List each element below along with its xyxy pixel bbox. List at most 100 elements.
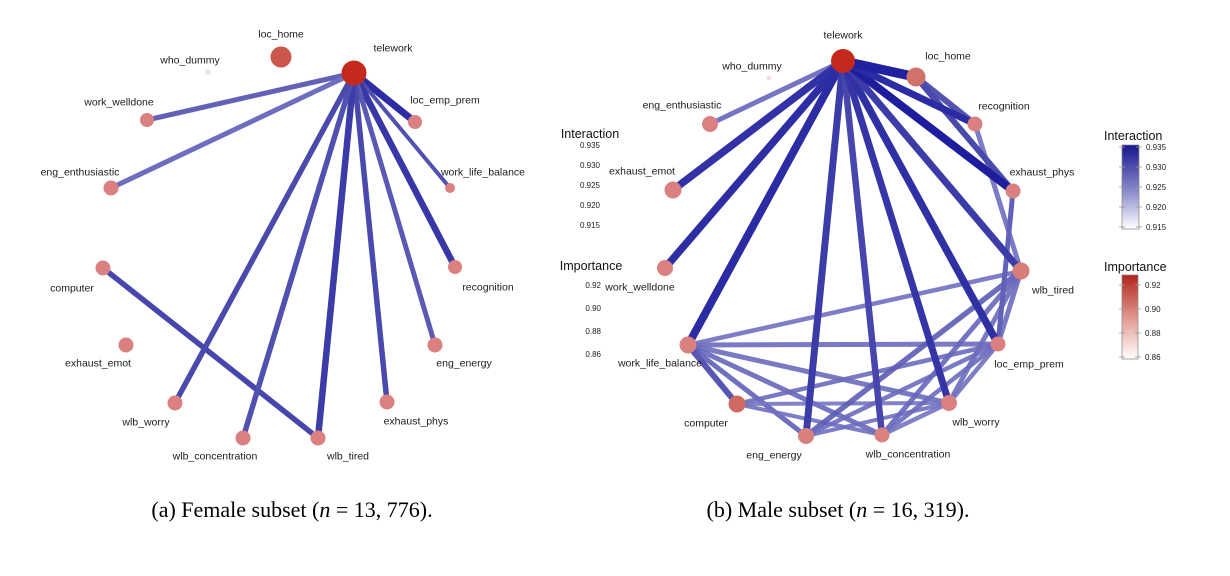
- legend-b-importance-tick: 0.86: [1145, 353, 1161, 362]
- edge-computer-loc_emp_prem: [734, 341, 1001, 407]
- node-exhaust_emot: [664, 181, 682, 199]
- node-label-who_dummy: who_dummy: [721, 61, 782, 73]
- edge-telework-wlb_concentration: [240, 70, 357, 441]
- edge-wlb_concentration-loc_emp_prem: [879, 341, 1001, 438]
- edge-wlb_worry-loc_emp_prem: [946, 341, 1001, 406]
- node-label-recognition: recognition: [978, 101, 1030, 113]
- edge-telework-eng_enthusiastic: [108, 70, 357, 191]
- node-eng_enthusiastic: [702, 116, 718, 132]
- node-recognition: [967, 116, 983, 132]
- legend-b-importance-tick: 0.92: [1145, 281, 1161, 290]
- node-recognition: [448, 260, 462, 274]
- edge-telework-work_welldone: [144, 70, 357, 123]
- node-label-recognition: recognition: [462, 282, 514, 294]
- node-label-eng_energy: eng_energy: [436, 358, 492, 370]
- panels-root: teleworkloc_homewho_dummywork_welldoneen…: [41, 29, 1075, 463]
- node-wlb_tired: [310, 430, 326, 446]
- node-label-loc_emp_prem: loc_emp_prem: [410, 95, 480, 107]
- node-loc_home: [270, 46, 292, 68]
- edge-telework-recognition: [350, 69, 459, 271]
- node-exhaust_emot: [118, 337, 134, 353]
- node-wlb_concentration: [874, 427, 890, 443]
- caption-a-var: n: [319, 497, 331, 522]
- edge-telework-wlb_tired: [839, 57, 1025, 275]
- legend-b-interaction-tick: 0.930: [1146, 163, 1167, 172]
- caption-b-var: n: [856, 497, 868, 522]
- node-label-wlb_worry: wlb_worry: [121, 417, 170, 429]
- edge-telework-work_welldone: [661, 57, 847, 272]
- edge-wlb_worry-wlb_tired: [946, 268, 1024, 406]
- edge-wlb_concentration-wlb_worry: [879, 400, 952, 438]
- node-label-work_life_balance: work_life_balance: [440, 167, 525, 179]
- node-label-computer: computer: [684, 418, 728, 430]
- legend-b-interaction-tick: 0.925: [1146, 183, 1167, 192]
- node-label-telework: telework: [373, 43, 413, 55]
- node-loc_emp_prem: [408, 115, 422, 129]
- edge-recognition-wlb_tired: [972, 121, 1024, 274]
- node-work_welldone: [140, 113, 154, 127]
- node-work_welldone: [657, 260, 673, 276]
- edge-telework-wlb_worry: [172, 70, 357, 406]
- edge-telework-loc_emp_prem: [839, 57, 1002, 348]
- edge-telework-eng_energy: [802, 57, 847, 440]
- edge-telework-eng_enthusiastic: [707, 58, 846, 127]
- node-label-telework: telework: [823, 30, 863, 42]
- node-computer: [95, 260, 111, 276]
- caption-b-pre: (b) Male subset (: [706, 497, 857, 522]
- edge-telework-work_life_balance: [684, 57, 847, 349]
- node-label-wlb_concentration: wlb_concentration: [172, 451, 258, 463]
- caption-a-pre: (a) Female subset (: [151, 497, 320, 522]
- legend-a-interaction-tick: 0.935: [580, 141, 601, 150]
- node-label-exhaust_emot: exhaust_emot: [65, 358, 131, 370]
- node-label-who_dummy: who_dummy: [159, 55, 220, 67]
- node-wlb_tired: [1012, 262, 1030, 280]
- legend-a-importance-tick: 0.92: [585, 281, 601, 290]
- caption-panel-b: (b) Male subset (n = 16, 319).: [628, 497, 1048, 523]
- legend-a-importance-tick: 0.86: [585, 350, 601, 359]
- edge-telework-wlb_worry: [839, 57, 953, 407]
- edge-work_life_balance-loc_emp_prem: [685, 341, 1001, 348]
- node-label-work_welldone: work_welldone: [604, 282, 675, 294]
- edge-eng_energy-loc_emp_prem: [803, 341, 1001, 439]
- node-label-loc_home: loc_home: [925, 51, 971, 63]
- caption-b-post: = 16, 319).: [867, 497, 970, 522]
- node-exhaust_phys: [379, 394, 395, 410]
- node-label-computer: computer: [50, 283, 94, 295]
- node-wlb_worry: [167, 395, 183, 411]
- legend-a-importance-tick: 0.88: [585, 327, 601, 336]
- node-who_dummy: [766, 75, 772, 81]
- edge-telework-wlb_concentration: [839, 57, 886, 439]
- edge-work_life_balance-computer: [685, 342, 740, 407]
- legend-a-interaction-tick: 0.920: [580, 201, 601, 210]
- edge-computer-wlb_tired: [100, 265, 321, 441]
- edge-telework-exhaust_phys: [351, 70, 390, 405]
- edge-telework-exhaust_emot: [669, 57, 847, 194]
- node-label-wlb_worry: wlb_worry: [951, 417, 1000, 429]
- node-work_life_balance: [679, 336, 697, 354]
- edge-work_life_balance-wlb_concentration: [685, 342, 885, 438]
- node-eng_energy: [798, 428, 814, 444]
- edge-telework-loc_emp_prem: [350, 69, 419, 126]
- node-label-wlb_concentration: wlb_concentration: [865, 449, 951, 461]
- node-label-eng_enthusiastic: eng_enthusiastic: [643, 100, 722, 112]
- edge-loc_home-exhaust_phys: [913, 74, 1016, 194]
- panel-b: telework loc_home who_dummy eng_enthusiasti…: [604, 30, 1074, 462]
- edge-loc_emp_prem-wlb_tired: [995, 268, 1024, 347]
- edge-telework-loc_home: [838, 56, 921, 82]
- legend-b-interaction-title: Interaction: [1104, 129, 1162, 143]
- legends-root: Interaction0.9350.9300.9250.9200.915Impo…: [560, 127, 1167, 362]
- edge-work_life_balance-eng_energy: [685, 342, 809, 439]
- node-telework: [341, 60, 367, 86]
- node-label-eng_energy: eng_energy: [746, 450, 802, 462]
- legend-b-importance-tick: 0.90: [1145, 305, 1161, 314]
- legend-a-interaction-tick: 0.925: [580, 181, 601, 190]
- edge-exhaust_phys-loc_emp_prem: [995, 188, 1016, 347]
- legend-b-interaction-tick: 0.935: [1146, 143, 1167, 152]
- node-telework: [831, 49, 855, 73]
- legend-a-importance-tick: 0.90: [585, 304, 601, 313]
- node-label-loc_home: loc_home: [258, 29, 304, 41]
- node-label-exhaust_phys: exhaust_phys: [384, 416, 449, 428]
- network-plots-svg: teleworkloc_homewho_dummywork_welldoneen…: [41, 29, 1167, 463]
